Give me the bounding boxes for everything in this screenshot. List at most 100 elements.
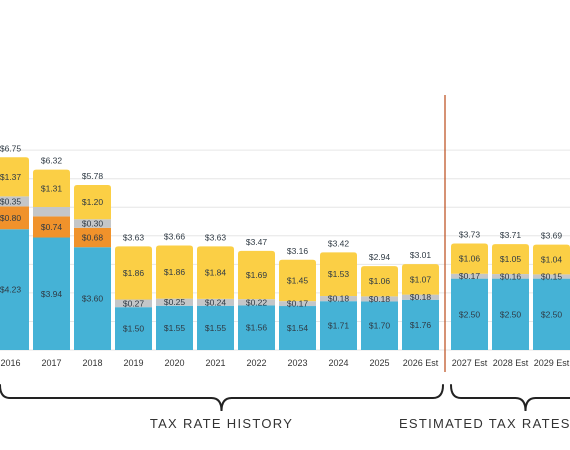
total-label-2017: $6.32 (41, 156, 63, 166)
bar-2024-gray (320, 296, 357, 302)
total-label-2027-est: $3.73 (459, 230, 481, 240)
x-tick-2022: 2022 (246, 358, 266, 368)
value-label-2018-blue: $3.60 (82, 294, 104, 304)
bar-2017-gray (33, 206, 70, 217)
value-label-2019-blue: $1.50 (123, 324, 145, 334)
total-label-2023: $3.16 (287, 246, 309, 256)
bar-2026-est-gray (402, 294, 439, 300)
x-tick-2027-est: 2027 Est (452, 358, 488, 368)
value-label-2027-est-yellow: $1.06 (459, 254, 481, 264)
value-label-2018-orange: $0.68 (82, 233, 104, 243)
value-label-2025-yellow: $1.06 (369, 276, 391, 286)
value-label-2021-blue: $1.55 (205, 323, 227, 333)
value-label-2022-gray: $0.22 (246, 297, 268, 307)
bar-2021-blue (197, 305, 234, 350)
x-tick-2029-est: 2029 Est (534, 358, 570, 368)
total-label-2016: $6.75 (0, 143, 21, 153)
value-label-2021-yellow: $1.84 (205, 268, 227, 278)
value-label-2017-blue: $3.94 (41, 289, 63, 299)
value-label-2016-blue: $4.23 (0, 285, 21, 295)
total-label-2021: $3.63 (205, 232, 227, 242)
bar-2018-gray (74, 219, 111, 228)
bar-2028-est-gray (492, 274, 529, 279)
x-tick-2020: 2020 (164, 358, 184, 368)
bar-2020-yellow (156, 245, 193, 299)
value-label-2016-orange: $0.80 (0, 213, 21, 223)
value-label-2022-yellow: $1.69 (246, 270, 268, 280)
value-label-2018-yellow: $1.20 (82, 197, 104, 207)
bar-2025-yellow (361, 266, 398, 297)
value-labels: $4.23 $0.80 $0.35 $1.37 $6.75 $3.94 $0.74 $1.31… (0, 143, 562, 333)
bar-2027-est-gray (451, 273, 488, 279)
x-tick-2016: 2016 (0, 358, 20, 368)
value-label-2017-yellow: $1.31 (41, 183, 63, 193)
value-label-2020-yellow: $1.86 (164, 267, 186, 277)
total-label-2029-est: $3.69 (541, 231, 563, 241)
bar-2029-est-yellow (533, 244, 570, 275)
bar-2018-yellow (74, 184, 111, 220)
value-label-2028-est-gray: $0.16 (500, 271, 522, 281)
bar-2022-yellow (238, 250, 275, 300)
value-label-2026-est-gray: $0.18 (410, 292, 432, 302)
value-label-2025-gray: $0.18 (369, 294, 391, 304)
bar-2028-est-blue (492, 278, 529, 350)
x-tick-2018: 2018 (82, 358, 102, 368)
bar-2019-yellow (115, 246, 152, 300)
value-label-2024-gray: $0.18 (328, 294, 350, 304)
bar-2018-blue (74, 247, 111, 350)
bar-2016-blue (0, 229, 29, 350)
bars (0, 157, 570, 350)
x-tick-2019: 2019 (123, 358, 143, 368)
x-tick-2023: 2023 (287, 358, 307, 368)
bar-2026-est-blue (402, 299, 439, 350)
bar-2023-yellow (279, 259, 316, 302)
value-label-2022-blue: $1.56 (246, 323, 268, 333)
value-label-2029-est-gray: $0.15 (541, 271, 563, 281)
section-braces: TAX RATE HISTORY ESTIMATED TAX RATES FOR (0, 384, 570, 431)
value-label-2029-est-blue: $2.50 (541, 309, 563, 319)
x-tick-2021: 2021 (205, 358, 225, 368)
bar-2028-est-yellow (492, 244, 529, 275)
bar-2017-yellow (33, 169, 70, 207)
value-label-2028-est-yellow: $1.05 (500, 254, 522, 264)
x-tick-2025: 2025 (369, 358, 389, 368)
value-label-2018-gray: $0.30 (82, 219, 104, 229)
value-label-2028-est-blue: $2.50 (500, 309, 522, 319)
bar-2022-blue (238, 305, 275, 350)
value-label-2016-yellow: $1.37 (0, 172, 21, 182)
total-label-2025: $2.94 (369, 252, 391, 262)
value-label-2029-est-yellow: $1.04 (541, 254, 563, 264)
x-tick-2028-est: 2028 Est (493, 358, 529, 368)
value-label-2023-gray: $0.17 (287, 299, 309, 309)
bar-2024-blue (320, 301, 357, 350)
x-tick-2026-est: 2026 Est (403, 358, 439, 368)
value-label-2027-est-gray: $0.17 (459, 271, 481, 281)
bar-2027-est-yellow (451, 243, 488, 274)
total-label-2026-est: $3.01 (410, 250, 432, 260)
bar-2026-est-yellow (402, 264, 439, 295)
value-label-2019-gray: $0.27 (123, 298, 145, 308)
x-tick-2024: 2024 (328, 358, 348, 368)
bar-2021-yellow (197, 246, 234, 299)
value-label-2020-blue: $1.55 (164, 323, 186, 333)
bar-2017-blue (33, 237, 70, 350)
bar-2025-blue (361, 301, 398, 350)
value-label-2027-est-blue: $2.50 (459, 309, 481, 319)
value-label-2016-gray: $0.35 (0, 196, 21, 206)
value-label-2025-blue: $1.70 (369, 321, 391, 331)
bar-2017-orange (33, 216, 70, 238)
value-label-2024-yellow: $1.53 (328, 269, 350, 279)
bar-2016-orange (0, 206, 29, 230)
bar-2023-blue (279, 306, 316, 350)
bar-2020-blue (156, 305, 193, 350)
bar-2016-yellow (0, 157, 29, 197)
x-axis: 2016 2017 2018 2019 2020 2021 2022 2023 2024 2025… (0, 95, 570, 372)
value-label-2026-est-yellow: $1.07 (410, 274, 432, 284)
value-label-2023-yellow: $1.45 (287, 275, 309, 285)
brace-estimated-tax-rates-for (450, 384, 570, 412)
bar-2020-gray (156, 298, 193, 306)
bar-2019-gray (115, 299, 152, 308)
section-label-tax-rate-history: TAX RATE HISTORY (150, 416, 293, 431)
total-label-2020: $3.66 (164, 232, 186, 242)
